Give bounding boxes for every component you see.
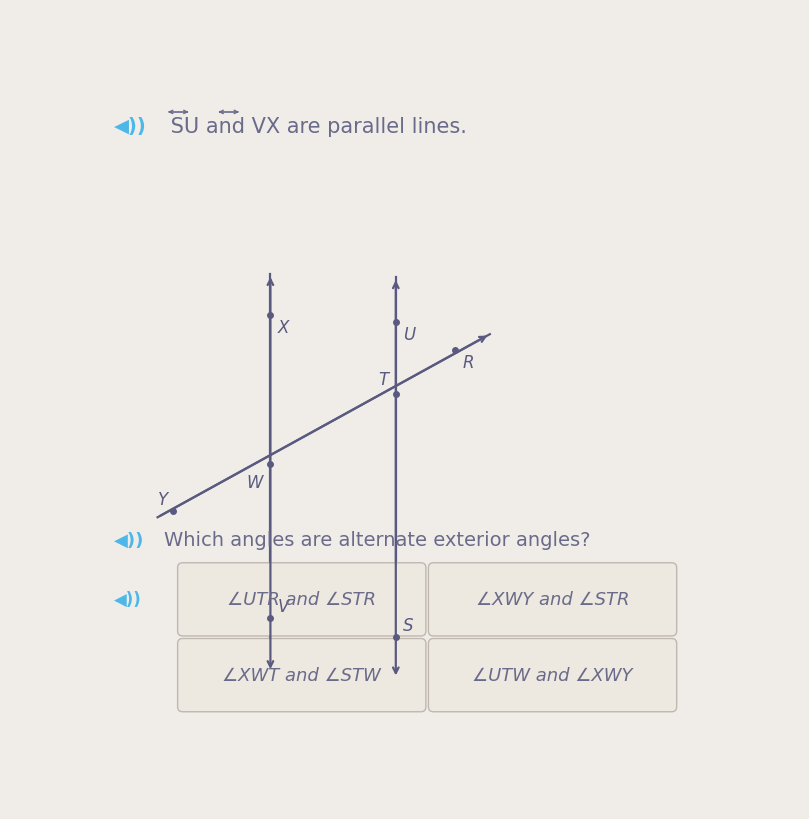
Text: Which angles are alternate exterior angles?: Which angles are alternate exterior angl… xyxy=(163,530,591,550)
FancyBboxPatch shape xyxy=(429,639,676,712)
FancyBboxPatch shape xyxy=(178,563,426,636)
Text: U: U xyxy=(404,325,416,343)
Text: X: X xyxy=(278,319,290,337)
Text: ∠XWY and ∠STR: ∠XWY and ∠STR xyxy=(476,590,629,609)
Text: Y: Y xyxy=(158,491,168,508)
Text: ∠XWT and ∠STW: ∠XWT and ∠STW xyxy=(222,667,381,685)
Text: S: S xyxy=(404,617,414,634)
Text: ∠UTR and ∠STR: ∠UTR and ∠STR xyxy=(227,590,376,609)
FancyBboxPatch shape xyxy=(178,639,426,712)
Text: R: R xyxy=(463,354,474,372)
Text: SU and VX are parallel lines.: SU and VX are parallel lines. xyxy=(163,116,467,137)
Text: ◀)): ◀)) xyxy=(113,531,144,549)
FancyBboxPatch shape xyxy=(429,563,676,636)
Text: T: T xyxy=(378,370,388,388)
Text: ∠UTW and ∠XWY: ∠UTW and ∠XWY xyxy=(472,667,633,685)
Text: ◀)): ◀)) xyxy=(113,590,142,609)
Text: V: V xyxy=(278,597,290,615)
Text: W: W xyxy=(247,473,263,491)
Text: ◀)): ◀)) xyxy=(113,117,146,136)
